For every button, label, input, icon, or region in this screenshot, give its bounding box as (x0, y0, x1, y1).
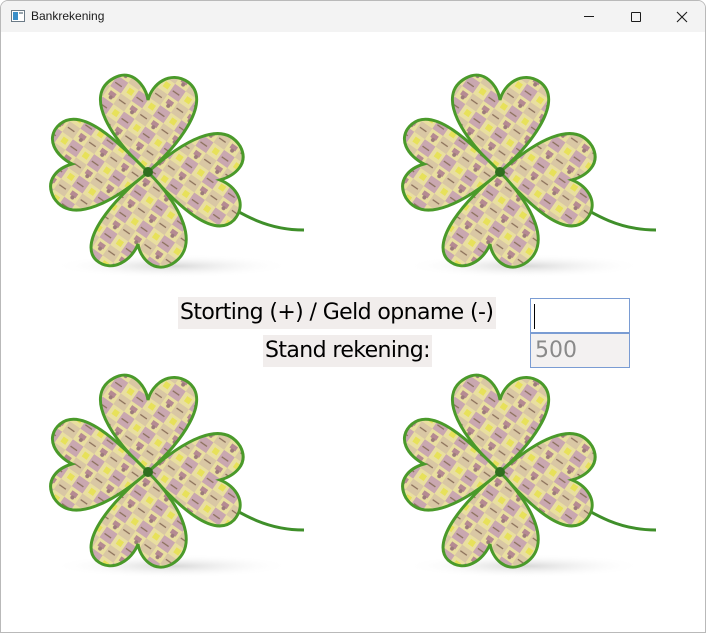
minimize-button[interactable] (566, 1, 612, 32)
minimize-icon (584, 16, 594, 17)
deposit-label: Storting (+) / Geld opname (-) (178, 297, 497, 329)
clover-image-top-left (49, 73, 304, 280)
maximize-button[interactable] (613, 1, 659, 32)
close-button[interactable] (659, 1, 705, 32)
balance-label: Stand rekening: (263, 335, 432, 367)
clover-image-top-right (401, 73, 656, 280)
deposit-input[interactable] (530, 298, 630, 333)
balance-field: 500 (530, 333, 630, 368)
clover-image-bottom-left (49, 373, 304, 580)
window-title: Bankrekening (31, 9, 105, 23)
main-content: Storting (+) / Geld opname (-) Stand rek… (2, 32, 705, 632)
app-icon (11, 10, 25, 22)
clover-image-bottom-right (401, 373, 656, 580)
title-bar[interactable]: Bankrekening (1, 1, 705, 32)
close-icon (676, 11, 688, 22)
text-caret (534, 304, 535, 329)
maximize-icon (631, 11, 641, 22)
